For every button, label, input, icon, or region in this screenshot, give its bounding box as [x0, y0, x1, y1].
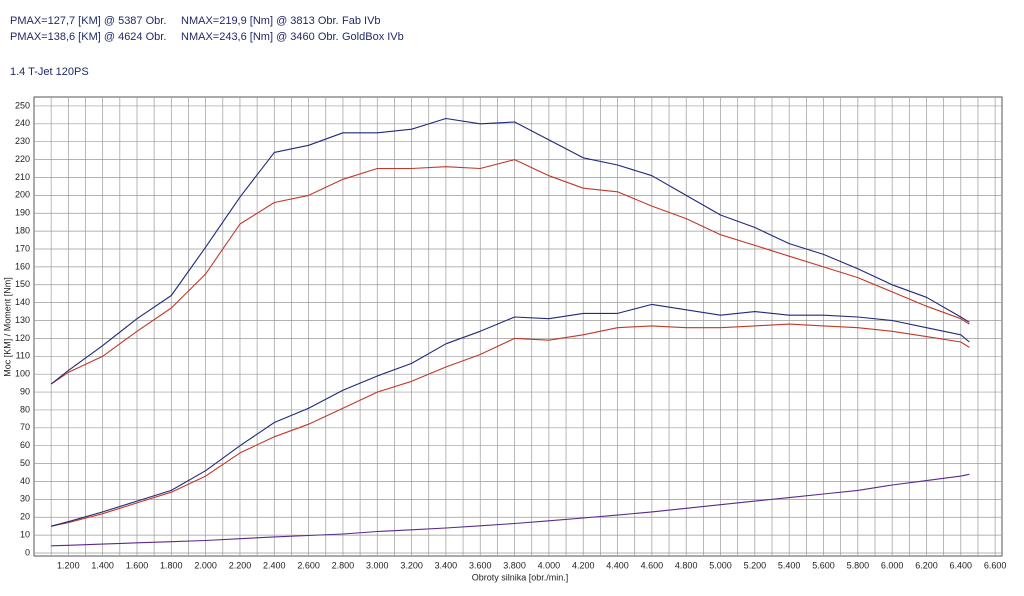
y-tick-label: 20 — [20, 512, 30, 522]
x-tick-label: 6.200 — [915, 560, 938, 570]
series-line — [50, 159, 970, 385]
x-tick-label: 5.400 — [778, 560, 801, 570]
y-tick-label: 180 — [15, 225, 30, 235]
y-tick-label: 230 — [15, 136, 30, 146]
x-tick-label: 2.000 — [194, 560, 217, 570]
x-tick-label: 1.400 — [91, 560, 114, 570]
x-tick-label: 3.800 — [503, 560, 526, 570]
x-tick-label: 5.200 — [744, 560, 767, 570]
x-tick-label: 3.600 — [469, 560, 492, 570]
x-tick-label: 5.800 — [847, 560, 870, 570]
header-text: PMAX=138,6 [KM] @ 4624 Obr. — [10, 31, 166, 43]
header-text: Fab IVb — [342, 15, 381, 27]
x-tick-label: 4.000 — [538, 560, 561, 570]
x-tick-label: 6.600 — [984, 560, 1007, 570]
x-tick-label: 5.600 — [812, 560, 835, 570]
y-tick-label: 60 — [20, 440, 30, 450]
x-tick-label: 4.200 — [572, 560, 595, 570]
y-tick-label: 140 — [15, 297, 30, 307]
header-text: PMAX=127,7 [KM] @ 5387 Obr. — [10, 15, 166, 27]
y-tick-label: 120 — [15, 333, 30, 343]
x-tick-label: 4.600 — [641, 560, 664, 570]
x-tick-label: 1.200 — [57, 560, 80, 570]
y-tick-label: 250 — [15, 100, 30, 110]
y-tick-label: 150 — [15, 279, 30, 289]
y-tick-label: 170 — [15, 243, 30, 253]
header-text: NMAX=243,6 [Nm] @ 3460 Obr. — [181, 31, 339, 43]
series-line — [51, 323, 970, 527]
x-tick-label: 5.000 — [709, 560, 732, 570]
chart-title: 1.4 T-Jet 120PS — [10, 66, 89, 78]
y-tick-label: 200 — [15, 190, 30, 200]
y-tick-label: 130 — [15, 315, 30, 325]
y-axis-label: Moc [KM] / Moment [Nm] — [2, 277, 12, 377]
y-tick-label: 190 — [15, 208, 30, 218]
y-tick-label: 240 — [15, 118, 30, 128]
x-tick-label: 4.800 — [675, 560, 698, 570]
y-tick-label: 40 — [20, 476, 30, 486]
x-tick-label: 3.000 — [366, 560, 389, 570]
x-tick-label: 3.200 — [400, 560, 423, 570]
x-tick-label: 2.400 — [263, 560, 286, 570]
x-tick-label: 2.200 — [229, 560, 252, 570]
y-tick-label: 0 — [25, 547, 30, 557]
x-tick-label: 6.000 — [881, 560, 904, 570]
y-tick-label: 210 — [15, 172, 30, 182]
x-axis-label: Obroty silnika [obr./min.] — [472, 572, 569, 582]
header-text: NMAX=219,9 [Nm] @ 3813 Obr. — [181, 15, 339, 27]
x-tick-label: 6.400 — [950, 560, 973, 570]
series-line — [51, 303, 970, 527]
y-tick-label: 50 — [20, 458, 30, 468]
y-tick-label: 80 — [20, 404, 30, 414]
y-tick-label: 110 — [16, 351, 30, 361]
y-tick-label: 100 — [15, 369, 30, 379]
y-tick-label: 70 — [20, 422, 30, 432]
x-tick-label: 4.400 — [606, 560, 629, 570]
y-tick-label: 10 — [20, 529, 30, 539]
x-tick-label: 1.800 — [160, 560, 183, 570]
plot-area — [33, 96, 1003, 557]
x-tick-label: 3.400 — [435, 560, 458, 570]
y-tick-label: 160 — [15, 261, 30, 271]
series-line — [50, 117, 970, 385]
header-text: GoldBox IVb — [342, 31, 404, 43]
y-tick-label: 220 — [15, 154, 30, 164]
y-tick-label: 30 — [20, 494, 30, 504]
y-tick-label: 90 — [20, 386, 30, 396]
x-tick-label: 2.600 — [297, 560, 320, 570]
x-tick-label: 1.600 — [126, 560, 149, 570]
x-tick-label: 2.800 — [332, 560, 355, 570]
series-line — [51, 473, 970, 547]
